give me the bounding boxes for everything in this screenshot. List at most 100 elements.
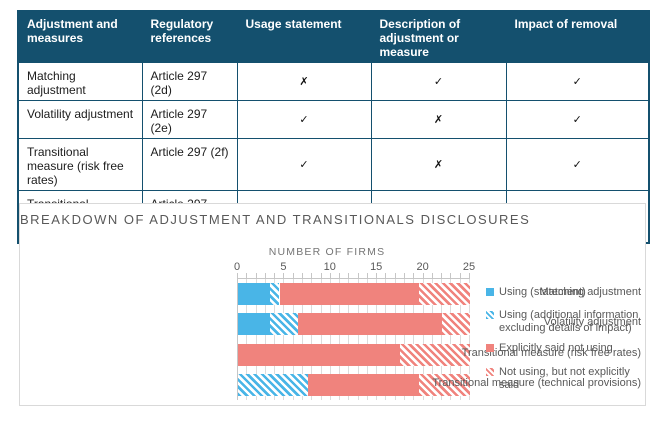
gridline <box>321 279 322 400</box>
bar-segment-solid <box>280 283 419 305</box>
legend-label: Explicitly said not using <box>499 342 613 354</box>
axis-tick <box>256 273 257 278</box>
column-header: Usage statement <box>236 10 372 63</box>
usage-statement-cell: ✗ <box>236 62 372 101</box>
gridline <box>256 279 257 400</box>
chart-title: BREAKDOWN OF ADJUSTMENT AND TRANSITIONAL… <box>20 212 531 227</box>
axis-tick <box>460 273 461 278</box>
axis-tick <box>321 273 322 278</box>
x-tick-label: 0 <box>233 261 241 273</box>
legend-item: Not using, but not explicitly said <box>486 366 646 391</box>
gridline <box>376 279 377 400</box>
gridline <box>450 279 451 400</box>
axis-tick <box>385 273 386 278</box>
axis-tick <box>469 273 470 278</box>
x-tick-label: 5 <box>280 261 287 273</box>
axis-tick <box>348 273 349 278</box>
bar-segment-hatched <box>419 374 470 396</box>
axis-tick <box>274 273 275 278</box>
usage-statement-cell: ✓ <box>236 100 372 139</box>
gridline <box>358 279 359 400</box>
category-label: Transitional measure (technical provisio… <box>432 376 641 389</box>
chart-panel: BREAKDOWN OF ADJUSTMENT AND TRANSITIONAL… <box>19 203 646 406</box>
gridline <box>330 279 331 400</box>
axis-tick <box>330 273 331 278</box>
axis-tick <box>283 273 284 278</box>
usage-statement-cell: ✓ <box>236 138 372 191</box>
x-tick-label: 15 <box>370 261 383 273</box>
reference-cell: Article 297 (2d) <box>141 62 238 101</box>
impact-of-removal-cell: ✓ <box>505 62 650 101</box>
reference-cell: Article 297 (2e) <box>141 100 238 139</box>
gridline <box>441 279 442 400</box>
measure-cell: Volatility adjustment <box>17 100 143 139</box>
gridline <box>385 279 386 400</box>
axis-tick <box>339 273 340 278</box>
gridline <box>432 279 433 400</box>
gridline <box>302 279 303 400</box>
measure-cell: Matching adjustment <box>17 62 143 101</box>
bar-segment-solid <box>238 313 270 335</box>
axis-tick <box>395 273 396 278</box>
table-row: Volatility adjustment Article 297 (2e) ✓ ✗ ✓ <box>17 100 650 139</box>
legend-label: Using (additional information excluding … <box>499 309 639 334</box>
impact-of-removal-cell: ✓ <box>505 138 650 191</box>
legend-item: Using (statement) <box>486 286 646 299</box>
axis-tick <box>404 273 405 278</box>
gridline <box>311 279 312 400</box>
category-label: Transitional measure (risk free rates) <box>461 346 641 359</box>
gridline <box>274 279 275 400</box>
bar-segment-hatched <box>442 313 470 335</box>
axis-tick <box>367 273 368 278</box>
bar-segment-solid <box>238 283 270 305</box>
x-tick-label: 25 <box>462 261 476 273</box>
axis-tick <box>376 273 377 278</box>
axis-tick <box>423 273 424 278</box>
category-label: Matching adjustment <box>539 286 642 299</box>
axis-tick <box>311 273 312 278</box>
table-header-row: Adjustment and measures Regulatory refere… <box>17 10 650 63</box>
description-cell: ✗ <box>370 138 507 191</box>
gridline <box>348 279 349 400</box>
bar-segment-hatched <box>419 283 470 305</box>
legend-swatch-icon <box>486 311 494 319</box>
x-tick-label: 20 <box>416 261 429 273</box>
axis-tick <box>450 273 451 278</box>
gridline <box>469 279 470 400</box>
gridline <box>423 279 424 400</box>
gridline <box>404 279 405 400</box>
table-row: Transitional measure (risk free rates) Ar… <box>17 138 650 191</box>
reference-cell: Article 297 (2f) <box>141 138 238 191</box>
x-axis-title: NUMBER OF FIRMS <box>268 246 386 258</box>
bar-segment-hatched <box>270 313 298 335</box>
gridline <box>460 279 461 400</box>
column-header: Adjustment and measures <box>17 10 143 63</box>
legend-item: Explicitly said not using <box>486 342 646 355</box>
axis-tick <box>293 273 294 278</box>
gridline <box>367 279 368 400</box>
bar-segment-solid <box>298 313 442 335</box>
category-label: Volatility adjustment <box>543 316 641 329</box>
axis-tick <box>265 273 266 278</box>
legend-item: Using (additional information excluding … <box>486 309 646 334</box>
description-cell: ✓ <box>370 62 507 101</box>
axis-tick <box>441 273 442 278</box>
legend-label: Using (statement) <box>499 286 586 298</box>
axis-tick <box>432 273 433 278</box>
gridline <box>339 279 340 400</box>
legend-swatch-icon <box>486 368 494 376</box>
column-header: Regulatory references <box>141 10 238 63</box>
bar-segment-hatched <box>400 344 470 366</box>
table-header: Adjustment and measures Regulatory refere… <box>17 10 650 63</box>
bar-segment-solid <box>238 344 400 366</box>
x-tick-label: 10 <box>323 261 336 273</box>
table-row: Matching adjustment Article 297 (2d) ✗ ✓ ✓ <box>17 62 650 101</box>
gridline <box>265 279 266 400</box>
axis-tick <box>246 273 247 278</box>
impact-of-removal-cell: ✓ <box>505 100 650 139</box>
bar-segment-hatched <box>270 283 279 305</box>
description-cell: ✗ <box>370 100 507 139</box>
plot-area <box>237 278 470 400</box>
gridline <box>283 279 284 400</box>
axis-tick <box>358 273 359 278</box>
